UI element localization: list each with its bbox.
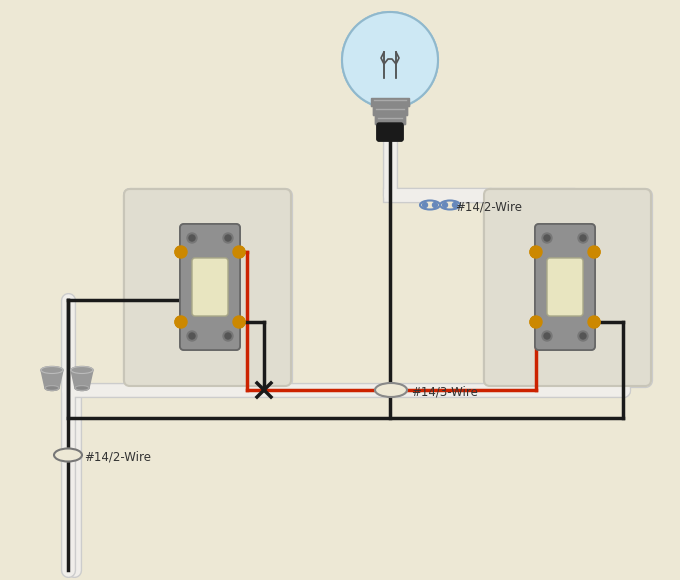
Circle shape	[542, 331, 552, 341]
Circle shape	[588, 316, 600, 328]
Bar	[375, 116, 405, 124]
FancyBboxPatch shape	[547, 258, 583, 316]
Circle shape	[530, 246, 542, 258]
Circle shape	[175, 316, 187, 328]
Circle shape	[542, 233, 552, 243]
Circle shape	[544, 235, 550, 241]
Circle shape	[187, 233, 197, 243]
Ellipse shape	[54, 448, 82, 462]
Circle shape	[225, 235, 231, 241]
Circle shape	[578, 331, 588, 341]
Circle shape	[175, 316, 187, 328]
Circle shape	[233, 246, 245, 258]
FancyBboxPatch shape	[547, 258, 583, 316]
Circle shape	[342, 12, 438, 108]
Circle shape	[588, 246, 600, 258]
Circle shape	[443, 202, 447, 208]
Circle shape	[580, 235, 586, 241]
Circle shape	[580, 333, 586, 339]
Circle shape	[544, 333, 550, 339]
FancyBboxPatch shape	[124, 189, 291, 386]
Circle shape	[187, 233, 197, 243]
Bar	[373, 107, 407, 115]
Circle shape	[452, 202, 458, 208]
Ellipse shape	[71, 367, 93, 374]
Circle shape	[432, 202, 437, 208]
FancyBboxPatch shape	[377, 123, 403, 141]
Circle shape	[187, 331, 197, 341]
Circle shape	[588, 246, 600, 258]
Circle shape	[175, 246, 187, 258]
FancyBboxPatch shape	[180, 224, 240, 350]
Polygon shape	[71, 370, 93, 388]
Bar	[371, 98, 409, 106]
Circle shape	[223, 233, 233, 243]
Ellipse shape	[420, 201, 440, 209]
Circle shape	[225, 333, 231, 339]
Ellipse shape	[440, 201, 460, 209]
Circle shape	[580, 235, 586, 241]
Circle shape	[187, 331, 197, 341]
Circle shape	[422, 202, 428, 208]
Text: #14/3-Wire: #14/3-Wire	[411, 386, 478, 398]
Circle shape	[544, 235, 550, 241]
Text: #14/2-Wire: #14/2-Wire	[84, 451, 151, 463]
FancyBboxPatch shape	[180, 224, 240, 350]
Circle shape	[578, 233, 588, 243]
Circle shape	[189, 333, 195, 339]
Circle shape	[530, 246, 542, 258]
Text: #14/2-Wire: #14/2-Wire	[455, 201, 522, 213]
FancyBboxPatch shape	[192, 258, 228, 316]
Circle shape	[175, 246, 187, 258]
Circle shape	[189, 235, 195, 241]
Ellipse shape	[45, 386, 59, 390]
Ellipse shape	[75, 386, 89, 390]
Circle shape	[223, 331, 233, 341]
FancyBboxPatch shape	[377, 123, 403, 141]
Bar	[373, 107, 407, 115]
Circle shape	[530, 316, 542, 328]
Circle shape	[189, 235, 195, 241]
Circle shape	[225, 235, 231, 241]
Circle shape	[530, 316, 542, 328]
Circle shape	[223, 233, 233, 243]
Circle shape	[580, 333, 586, 339]
Ellipse shape	[41, 367, 63, 374]
Circle shape	[225, 333, 231, 339]
Circle shape	[542, 331, 552, 341]
FancyBboxPatch shape	[535, 224, 595, 350]
Circle shape	[233, 316, 245, 328]
Circle shape	[588, 316, 600, 328]
Circle shape	[542, 233, 552, 243]
Circle shape	[578, 233, 588, 243]
Circle shape	[233, 316, 245, 328]
Circle shape	[342, 12, 438, 108]
Circle shape	[233, 246, 245, 258]
Polygon shape	[41, 370, 63, 388]
Circle shape	[223, 331, 233, 341]
Circle shape	[578, 331, 588, 341]
FancyBboxPatch shape	[484, 189, 651, 386]
FancyBboxPatch shape	[192, 258, 228, 316]
Circle shape	[544, 333, 550, 339]
Bar	[375, 116, 405, 124]
FancyBboxPatch shape	[535, 224, 595, 350]
Circle shape	[189, 333, 195, 339]
Bar	[371, 98, 409, 106]
Ellipse shape	[375, 383, 407, 397]
